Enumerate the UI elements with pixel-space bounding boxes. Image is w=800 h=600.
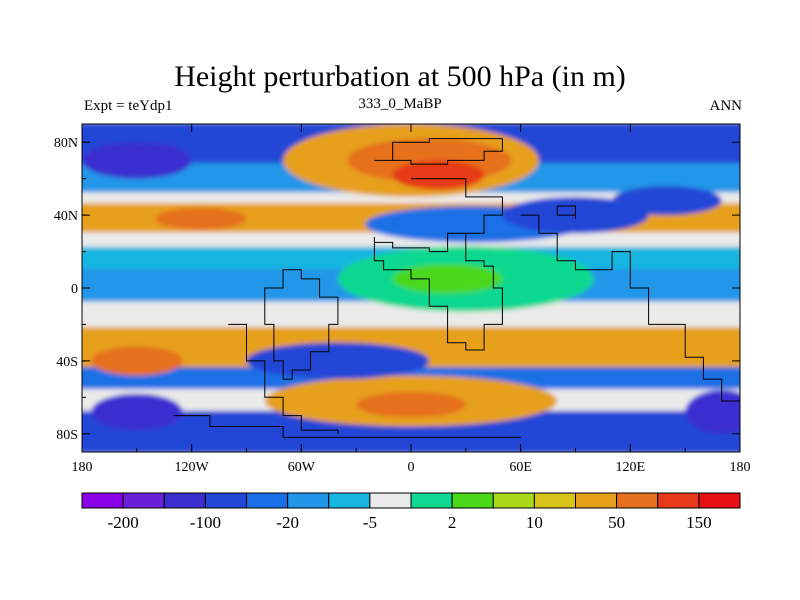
colorbar-box <box>204 492 247 509</box>
y-tick-label: 80S <box>56 428 78 443</box>
x-axis: 180 120W 60W 0 60E 120E 180 <box>72 124 751 475</box>
x-tick-label: 180 <box>72 460 93 475</box>
colorbar-label: 2 <box>448 513 457 532</box>
colorbar-label: -200 <box>108 513 139 532</box>
colorbar-box <box>492 492 535 509</box>
field-blob <box>356 391 466 418</box>
coastline <box>520 214 740 416</box>
field-blob <box>82 142 192 179</box>
field-blob <box>91 393 183 431</box>
colorbar: -200 -100 -20 -5 2 10 50 150 <box>81 492 741 532</box>
colorbar-label: 50 <box>608 513 625 532</box>
colorbar-box <box>163 492 206 509</box>
x-tick-label: 0 <box>408 460 415 475</box>
field-blob <box>392 264 503 294</box>
y-tick-label: 40S <box>56 355 78 370</box>
y-tick-label: 80N <box>54 136 78 151</box>
coastlines <box>173 138 740 438</box>
colorbar-label: 150 <box>686 513 712 532</box>
coastline <box>173 415 521 438</box>
colorbar-box <box>657 492 700 509</box>
coastline <box>373 178 503 351</box>
colorbar-box <box>410 492 453 509</box>
x-tick-label: 120W <box>175 460 210 475</box>
coastline <box>228 323 339 434</box>
colorbar-box <box>616 492 659 509</box>
y-tick-label: 40N <box>54 209 78 224</box>
coastline <box>264 269 339 380</box>
colorbar-box <box>287 492 330 509</box>
colorbar-box <box>369 492 412 509</box>
colorbar-label: -20 <box>276 513 299 532</box>
height-field <box>82 124 740 452</box>
x-tick-label: 180 <box>730 460 751 475</box>
experiment-label: Expt = teYdp1 <box>84 98 173 114</box>
y-axis: 80N 40N 0 40S 80S <box>54 136 740 443</box>
colorbar-box <box>246 492 289 509</box>
field-fill <box>82 124 740 452</box>
period-label: 333_0_MaBP <box>358 96 442 112</box>
colorbar-box <box>328 492 371 509</box>
field-blob <box>155 207 247 230</box>
x-tick-label: 60W <box>288 460 316 475</box>
y-tick-label: 0 <box>71 282 78 297</box>
colorbar-box <box>451 492 494 509</box>
season-label: ANN <box>709 98 743 114</box>
x-tick-label: 60E <box>509 460 532 475</box>
colorbar-box <box>122 492 165 509</box>
x-tick-label: 120E <box>616 460 646 475</box>
field-band <box>82 232 740 249</box>
colorbar-label: -100 <box>190 513 221 532</box>
coastline <box>556 205 576 219</box>
field-blob <box>91 346 183 376</box>
colorbar-box <box>575 492 618 509</box>
colorbar-label: 10 <box>526 513 543 532</box>
colorbar-box <box>698 492 741 509</box>
colorbar-label: -5 <box>363 513 377 532</box>
coastline <box>374 138 503 165</box>
colorbar-box <box>81 492 124 509</box>
colorbar-box <box>533 492 576 509</box>
chart-title: Height perturbation at 500 hPa (in m) <box>174 60 626 93</box>
field-blob <box>392 160 485 190</box>
field-blob <box>612 185 722 216</box>
